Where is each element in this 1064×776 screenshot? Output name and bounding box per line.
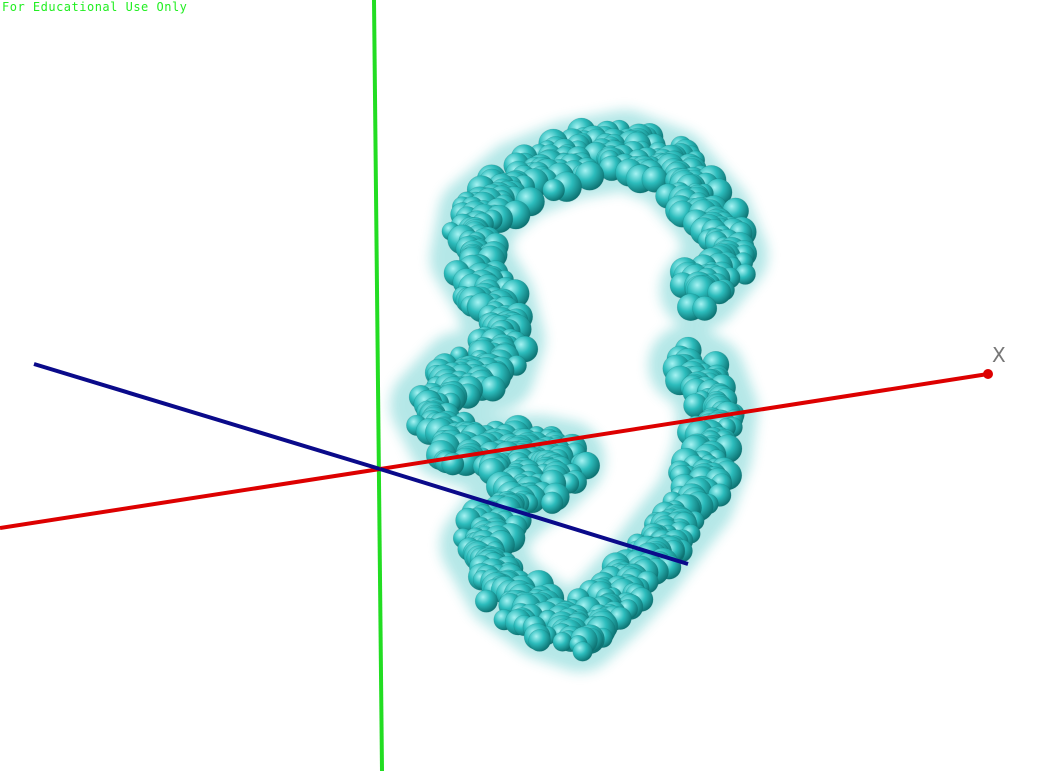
x-axis-end-marker (983, 369, 993, 379)
atom-sphere[interactable] (692, 295, 718, 321)
z-axis-line (379, 467, 689, 566)
x-axis-line-back (0, 467, 381, 530)
x-axis-line (379, 372, 989, 471)
x-axis-label: X (992, 343, 1006, 367)
z-axis-line-back (33, 362, 381, 471)
watermark-text: For Educational Use Only (2, 0, 188, 14)
y-axis-line (372, 0, 384, 772)
atom-sphere[interactable] (479, 375, 506, 402)
atom-sphere[interactable] (572, 641, 593, 662)
atom-sphere[interactable] (540, 491, 564, 515)
atom-sphere[interactable] (552, 631, 573, 652)
atom-sphere[interactable] (474, 589, 498, 613)
atom-sphere[interactable] (707, 280, 732, 305)
protein-spheres[interactable] (390, 110, 768, 672)
atom-sphere[interactable] (528, 629, 551, 652)
atom-sphere[interactable] (542, 178, 566, 202)
